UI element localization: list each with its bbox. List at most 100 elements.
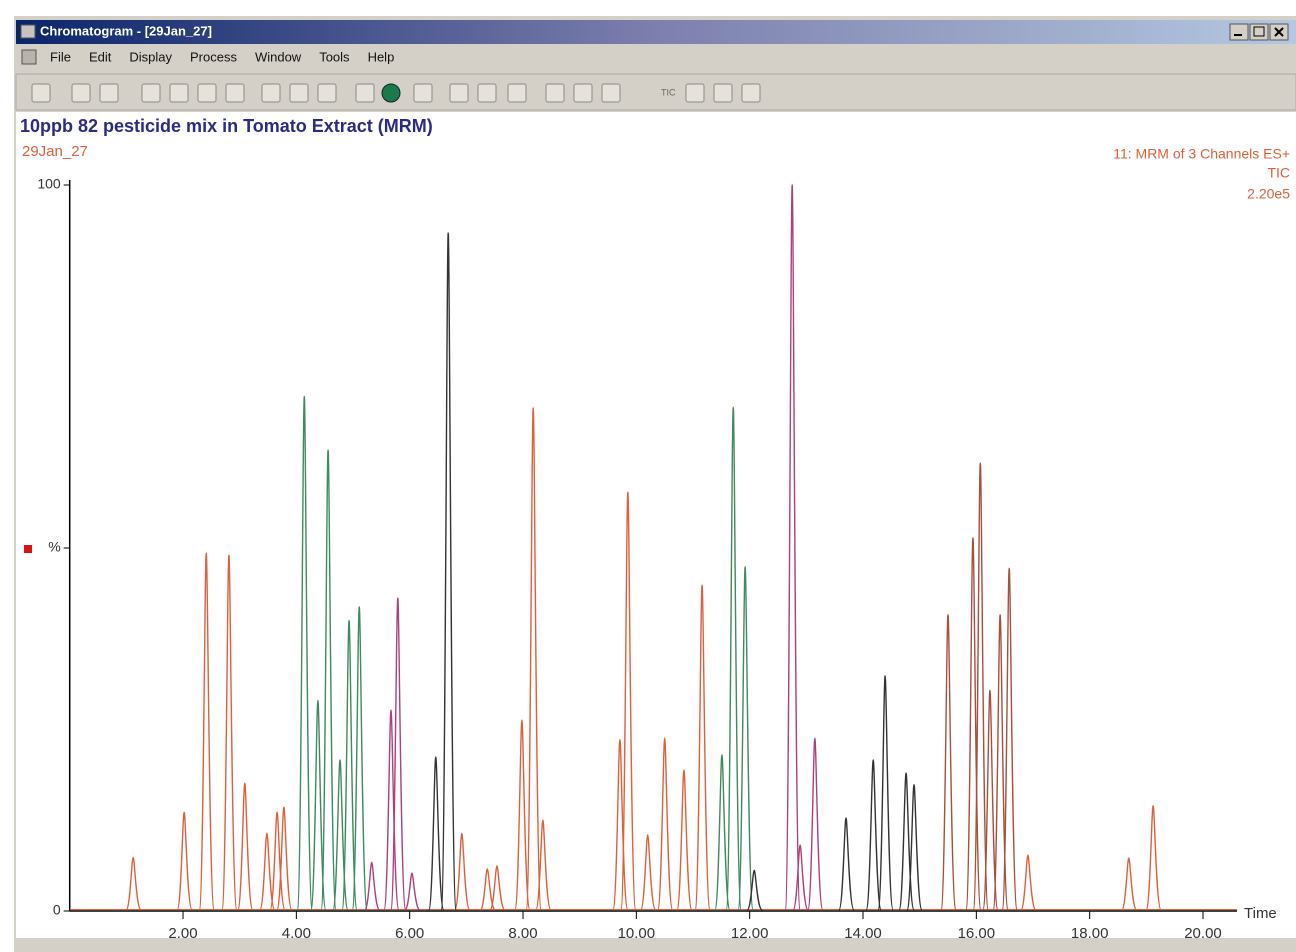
tool-button[interactable] xyxy=(507,83,527,103)
peak xyxy=(612,738,629,911)
menu-item[interactable]: Help xyxy=(368,49,395,64)
menu-item[interactable]: Edit xyxy=(89,49,112,64)
peak xyxy=(784,184,801,911)
menu-item[interactable]: File xyxy=(50,49,71,64)
tool-button[interactable] xyxy=(141,83,161,103)
peak xyxy=(1121,857,1138,911)
x-tick-label: 4.00 xyxy=(282,925,311,942)
menu-item[interactable]: Tools xyxy=(319,49,350,64)
tool-button[interactable] xyxy=(449,83,469,103)
peak xyxy=(676,769,693,911)
peak xyxy=(383,709,400,911)
tool-button[interactable] xyxy=(573,83,593,103)
tool-button[interactable] xyxy=(545,83,565,103)
tool-button[interactable] xyxy=(317,83,337,103)
peak xyxy=(746,869,763,911)
peak xyxy=(982,689,999,911)
title-bar xyxy=(16,20,1296,44)
peak xyxy=(351,606,368,911)
x-tick-label: 2.00 xyxy=(168,925,197,942)
tool-button[interactable] xyxy=(261,83,281,103)
minimize-button[interactable] xyxy=(1229,23,1249,41)
x-tick-label: 14.00 xyxy=(844,925,882,942)
peak xyxy=(276,806,293,911)
peak xyxy=(972,462,989,911)
peak xyxy=(269,811,286,911)
peak xyxy=(906,783,923,911)
x-tick-label: 16.00 xyxy=(958,925,996,942)
x-tick-label: 20.00 xyxy=(1184,925,1222,942)
chart-title: 10ppb 82 pesticide mix in Tomato Extract… xyxy=(20,116,433,136)
menu-item[interactable]: Display xyxy=(129,49,172,64)
info-line: 11: MRM of 3 Channels ES+ xyxy=(1113,146,1290,162)
tool-button[interactable] xyxy=(289,83,309,103)
tool-button[interactable] xyxy=(355,83,375,103)
maximize-button[interactable] xyxy=(1249,23,1269,41)
tool-button[interactable] xyxy=(713,83,733,103)
window-icon xyxy=(20,24,36,39)
peak xyxy=(364,861,381,911)
peak xyxy=(965,537,982,911)
y-tick-label: % xyxy=(48,539,60,555)
peak xyxy=(865,759,882,911)
x-tick-label: 8.00 xyxy=(508,925,537,942)
peak xyxy=(792,844,809,911)
window-buttons[interactable] xyxy=(1229,23,1289,41)
peak xyxy=(1020,854,1037,911)
tool-button[interactable] xyxy=(601,83,621,103)
peak xyxy=(454,832,471,911)
peak xyxy=(440,232,457,911)
peak xyxy=(656,737,674,911)
peak xyxy=(639,834,657,911)
menu: File Edit Display Process Window Tools Help xyxy=(21,49,395,65)
peak xyxy=(807,737,824,911)
peak xyxy=(525,407,542,911)
peak xyxy=(620,491,637,911)
info-line: TIC xyxy=(1267,165,1290,181)
x-axis-label: Time xyxy=(1244,905,1277,922)
tool-button[interactable] xyxy=(99,83,119,103)
peak xyxy=(237,782,254,911)
peak xyxy=(489,865,506,911)
x-tick-label: 12.00 xyxy=(731,925,769,942)
peak xyxy=(125,856,142,911)
peak xyxy=(877,675,894,911)
tool-button[interactable] xyxy=(413,83,433,103)
peak xyxy=(341,619,358,911)
tool-button[interactable] xyxy=(31,83,51,103)
y-tick-label: 100 xyxy=(37,176,61,192)
peak xyxy=(940,614,957,911)
x-tick-label: 18.00 xyxy=(1071,925,1109,942)
tool-button[interactable] xyxy=(741,83,761,103)
menu-icon xyxy=(21,49,37,65)
subtitle: 29Jan_27 xyxy=(22,143,88,160)
menu-bar xyxy=(16,46,1296,70)
tool-button[interactable] xyxy=(381,83,401,103)
peak xyxy=(535,819,552,911)
window-title: Chromatogram - [29Jan_27] xyxy=(40,23,212,38)
peak xyxy=(479,868,497,911)
tool-button[interactable] xyxy=(71,83,91,103)
peak xyxy=(176,811,193,911)
menu-item[interactable]: Window xyxy=(255,49,302,64)
tic-button-label[interactable]: TIC xyxy=(661,87,676,97)
peak xyxy=(992,614,1009,911)
peak xyxy=(259,832,276,911)
peak xyxy=(320,449,337,911)
peak xyxy=(198,552,215,911)
peak xyxy=(390,597,407,911)
tool-button[interactable] xyxy=(225,83,245,103)
x-tick-label: 10.00 xyxy=(618,925,656,942)
tool-button[interactable] xyxy=(685,83,705,103)
tool-button[interactable] xyxy=(169,83,189,103)
channel-marker xyxy=(24,545,32,553)
x-tick-label: 6.00 xyxy=(395,925,424,942)
menu-item[interactable]: Process xyxy=(190,49,237,64)
tool-button[interactable] xyxy=(197,83,217,103)
tool-button[interactable] xyxy=(477,83,497,103)
peak xyxy=(1001,567,1018,911)
peak xyxy=(404,872,421,911)
plot-panel xyxy=(16,112,1296,938)
